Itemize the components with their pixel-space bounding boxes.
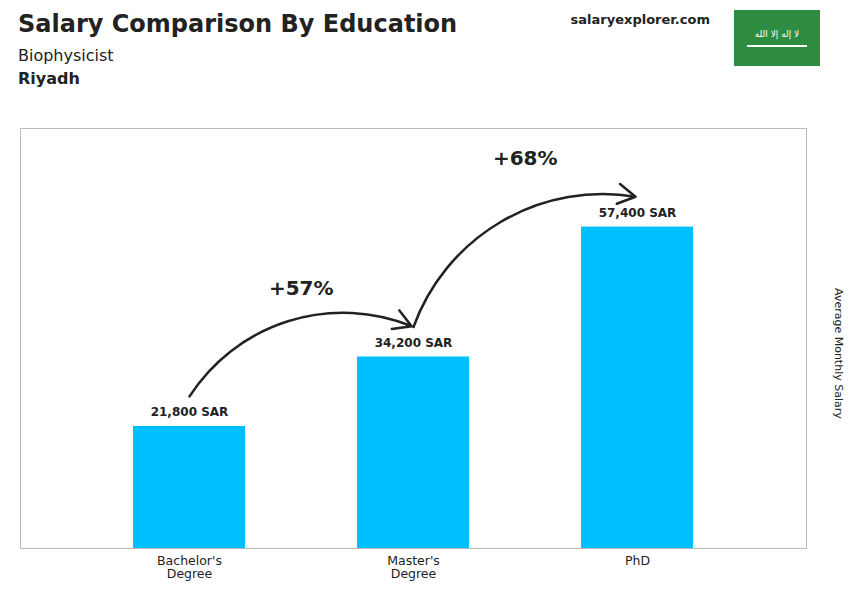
svg-text:21,800 SAR: 21,800 SAR bbox=[151, 405, 229, 419]
html-text:Riyadh: Riyadh bbox=[18, 69, 80, 88]
html-text:Biophysicist: Biophysicist bbox=[18, 46, 114, 65]
html-text:Average Monthly Salary: Average Monthly Salary bbox=[831, 287, 845, 419]
svg-text:57,400 SAR: 57,400 SAR bbox=[599, 206, 677, 220]
svg-text:PhD: PhD bbox=[625, 553, 650, 568]
html-text:salaryexplorer.com: salaryexplorer.com bbox=[570, 12, 710, 27]
svg-text:+57%: +57% bbox=[269, 276, 334, 300]
svg-text:+68%: +68% bbox=[493, 146, 558, 170]
svg-text:Bachelor'sDegree: Bachelor'sDegree bbox=[157, 553, 222, 581]
html-text:لا إله إلا الله: لا إله إلا الله bbox=[754, 29, 800, 39]
html-text:Salary Comparison By Education: Salary Comparison By Education bbox=[18, 10, 458, 38]
svg-text:34,200 SAR: 34,200 SAR bbox=[375, 336, 453, 350]
svg-text:Master'sDegree: Master'sDegree bbox=[387, 553, 440, 581]
